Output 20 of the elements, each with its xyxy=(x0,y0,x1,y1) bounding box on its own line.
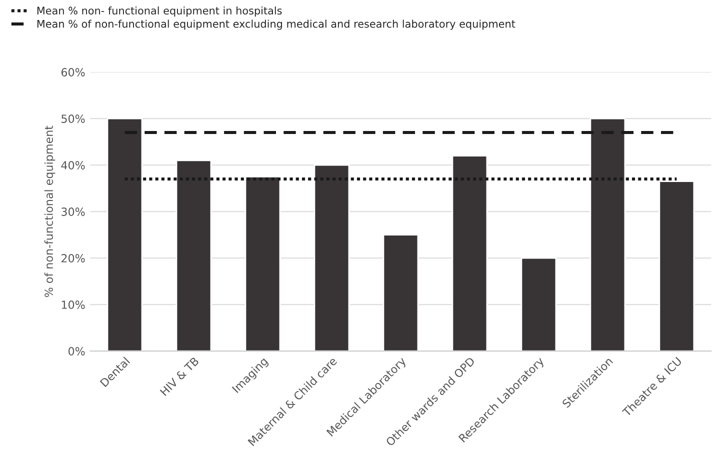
x-tick-label: HIV & TB xyxy=(160,356,200,396)
bar xyxy=(106,118,143,352)
y-axis-title: % of non-functional equipment xyxy=(44,126,56,298)
y-tick-label: 40% xyxy=(61,161,85,170)
bar xyxy=(314,164,350,352)
y-tick-label: 10% xyxy=(62,300,85,309)
bar xyxy=(382,234,419,352)
bar xyxy=(244,176,281,352)
bar xyxy=(452,155,488,352)
y-tick-label: 30% xyxy=(62,208,85,216)
bar xyxy=(176,160,212,352)
legend-label: Mean % non- functional equipment in hospitals xyxy=(37,6,282,17)
bar xyxy=(590,118,626,352)
bar xyxy=(520,257,557,352)
y-tick-label: 20% xyxy=(62,254,85,262)
y-tick-label: 0% xyxy=(68,347,85,356)
legend-label: Mean % of non-functional equipment excluding medical and research laboratory equipment xyxy=(37,20,516,30)
y-tick-label: 60% xyxy=(61,68,85,76)
y-tick-label: 50% xyxy=(62,114,85,123)
bar xyxy=(658,180,695,352)
